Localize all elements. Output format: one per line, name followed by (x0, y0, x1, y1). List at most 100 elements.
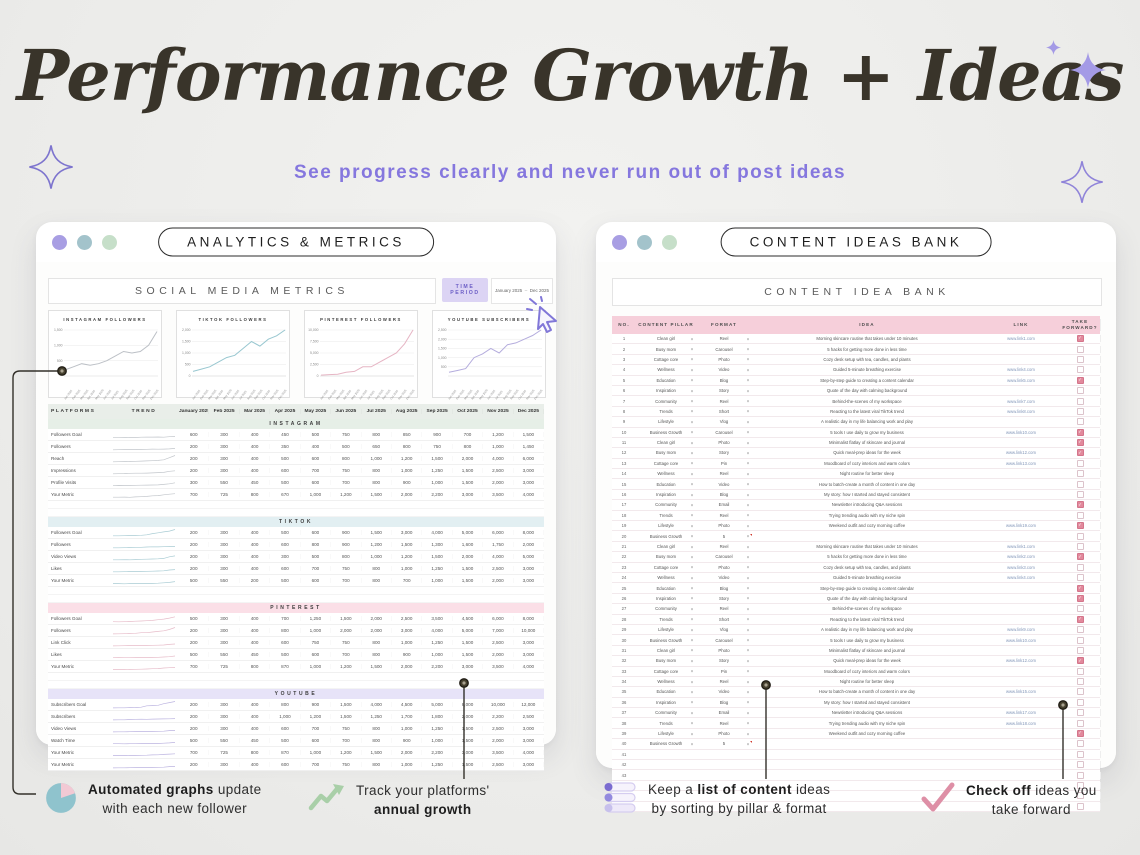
dropdown-arrow-icon[interactable]: ▾ (746, 523, 749, 529)
dropdown-arrow-icon[interactable]: ▾ (690, 720, 693, 726)
pillar-cell[interactable]: Business Growth ▾ (649, 533, 693, 539)
format-cell[interactable]: Email ▾ (718, 710, 749, 716)
take-forward-checkbox[interactable] (1076, 740, 1084, 748)
pillar-cell[interactable]: Cottage core ▾ (653, 564, 693, 570)
format-cell[interactable]: Photo ▾ (718, 356, 749, 362)
take-forward-checkbox[interactable] (1076, 750, 1084, 758)
pillar-cell[interactable]: Business Growth ▾ (649, 429, 693, 435)
take-forward-checkbox[interactable] (1076, 407, 1084, 415)
dropdown-arrow-icon[interactable]: ▾ (690, 647, 693, 653)
pillar-cell[interactable]: Busy mom ▾ (655, 346, 693, 352)
format-cell[interactable]: Story ▾ (718, 450, 749, 456)
dropdown-arrow-icon[interactable]: ▾ (690, 679, 693, 685)
take-forward-checkbox[interactable]: ✓ (1076, 501, 1084, 509)
window-dot-purple[interactable] (52, 234, 67, 250)
dropdown-arrow-icon[interactable]: ▾ (746, 346, 749, 352)
dropdown-arrow-icon[interactable]: ▾ (746, 492, 749, 498)
idea-link[interactable]: www.link15.com (1005, 689, 1037, 695)
take-forward-checkbox[interactable] (1076, 688, 1084, 696)
format-cell[interactable]: 5 ▾ (696, 741, 752, 746)
dropdown-arrow-icon[interactable]: ▾ (746, 533, 749, 539)
take-forward-checkbox[interactable] (1076, 636, 1084, 644)
take-forward-checkbox[interactable]: ✓ (1076, 594, 1084, 602)
pillar-cell[interactable]: Wellness ▾ (657, 471, 693, 477)
dropdown-arrow-icon[interactable]: ▾ (690, 408, 693, 414)
idea-link[interactable]: www.link4.com (1007, 367, 1035, 373)
dropdown-arrow-icon[interactable]: ▾ (746, 356, 749, 362)
dropdown-arrow-icon[interactable]: ▾ (690, 564, 693, 570)
format-cell[interactable]: Email ▾ (718, 502, 749, 508)
pillar-cell[interactable]: Trends ▾ (659, 408, 693, 414)
take-forward-checkbox[interactable] (1076, 761, 1084, 769)
dropdown-arrow-icon[interactable]: ▾ (690, 554, 693, 560)
pillar-cell[interactable]: Clean girl ▾ (656, 544, 693, 549)
format-cell[interactable]: Photo ▾ (718, 647, 749, 653)
dropdown-arrow-icon[interactable]: ▾ (746, 377, 749, 383)
dropdown-arrow-icon[interactable]: ▾ (690, 637, 693, 643)
dropdown-arrow-icon[interactable]: ▾ (690, 595, 693, 601)
format-cell[interactable]: Carousel ▾ (715, 429, 749, 435)
pillar-cell[interactable]: Lifestyle ▾ (658, 523, 693, 529)
window-dot-purple[interactable] (612, 234, 627, 250)
dropdown-arrow-icon[interactable]: ▾ (746, 367, 749, 373)
dropdown-arrow-icon[interactable]: ▾ (746, 575, 749, 581)
pillar-cell[interactable]: Trends ▾ (659, 616, 693, 622)
pillar-cell[interactable]: Clean girl ▾ (656, 647, 693, 653)
pillar-cell[interactable]: Wellness ▾ (657, 367, 693, 373)
format-cell[interactable]: Reel ▾ (719, 679, 749, 685)
pillar-cell[interactable]: Trends ▾ (659, 512, 693, 518)
dropdown-arrow-icon[interactable]: ▾ (690, 606, 693, 612)
dropdown-arrow-icon[interactable]: ▾ (690, 585, 693, 591)
format-cell[interactable]: Photo ▾ (718, 564, 749, 570)
take-forward-checkbox[interactable] (1076, 418, 1084, 426)
format-cell[interactable]: Pin ▾ (720, 460, 749, 466)
take-forward-checkbox[interactable] (1076, 511, 1084, 519)
pillar-cell[interactable]: Education ▾ (656, 377, 693, 383)
format-cell[interactable]: Video ▾ (718, 689, 749, 695)
format-cell[interactable]: Reel ▾ (719, 544, 749, 549)
idea-link[interactable]: www.link8.com (1007, 408, 1035, 414)
dropdown-arrow-icon[interactable]: ▾ (746, 668, 749, 674)
dropdown-arrow-icon[interactable]: ▾ (690, 741, 693, 747)
format-cell[interactable]: Pin ▾ (720, 668, 749, 674)
analytics-metrics-badge[interactable]: ANALYTICS & METRICS (158, 227, 434, 257)
dropdown-arrow-icon[interactable]: ▾ (746, 408, 749, 414)
take-forward-checkbox[interactable]: ✓ (1076, 335, 1084, 343)
dropdown-arrow-icon[interactable]: ▾ (690, 512, 693, 518)
dropdown-arrow-icon[interactable]: ▾ (690, 523, 693, 529)
format-cell[interactable]: Blog ▾ (719, 377, 749, 383)
dropdown-arrow-icon[interactable]: ▾ (746, 679, 749, 685)
dropdown-arrow-icon[interactable]: ▾ (690, 440, 693, 446)
take-forward-checkbox[interactable] (1076, 781, 1084, 789)
idea-link[interactable]: www.link1.com (1007, 544, 1035, 549)
dropdown-arrow-icon[interactable]: ▾ (746, 627, 749, 633)
take-forward-checkbox[interactable] (1076, 543, 1084, 550)
take-forward-checkbox[interactable]: ✓ (1076, 553, 1084, 561)
take-forward-checkbox[interactable] (1076, 366, 1084, 374)
dropdown-arrow-icon[interactable]: ▾ (746, 460, 749, 466)
dropdown-arrow-icon[interactable]: ▾ (690, 575, 693, 581)
format-cell[interactable]: Vlog ▾ (719, 419, 749, 425)
dropdown-arrow-icon[interactable]: ▾ (746, 419, 749, 425)
take-forward-checkbox[interactable] (1076, 698, 1084, 706)
dropdown-arrow-icon[interactable]: ▾ (746, 481, 749, 487)
pillar-cell[interactable]: Cottage core ▾ (653, 668, 693, 674)
idea-link[interactable]: www.link12.com (1005, 450, 1037, 456)
dropdown-arrow-icon[interactable]: ▾ (690, 689, 693, 695)
pillar-cell[interactable]: Wellness ▾ (657, 575, 693, 581)
pillar-cell[interactable]: Lifestyle ▾ (658, 627, 693, 633)
dropdown-arrow-icon[interactable]: ▾ (690, 502, 693, 508)
dropdown-arrow-icon[interactable]: ▾ (690, 481, 693, 487)
dropdown-arrow-icon[interactable]: ▾ (690, 419, 693, 425)
dropdown-arrow-icon[interactable]: ▾ (746, 471, 749, 477)
take-forward-checkbox[interactable] (1076, 771, 1084, 779)
pillar-cell[interactable]: Community ▾ (655, 502, 693, 508)
dropdown-arrow-icon[interactable]: ▾ (746, 388, 749, 394)
pillar-cell[interactable]: Community ▾ (655, 398, 693, 404)
idea-link[interactable]: www.link18.com (1005, 720, 1037, 726)
dropdown-arrow-icon[interactable]: ▾ (746, 564, 749, 570)
window-dot-teal[interactable] (637, 234, 652, 250)
take-forward-checkbox[interactable]: ✓ (1076, 522, 1084, 530)
idea-link[interactable]: www.link10.com (1005, 637, 1037, 643)
dropdown-arrow-icon[interactable]: ▾ (746, 544, 749, 549)
